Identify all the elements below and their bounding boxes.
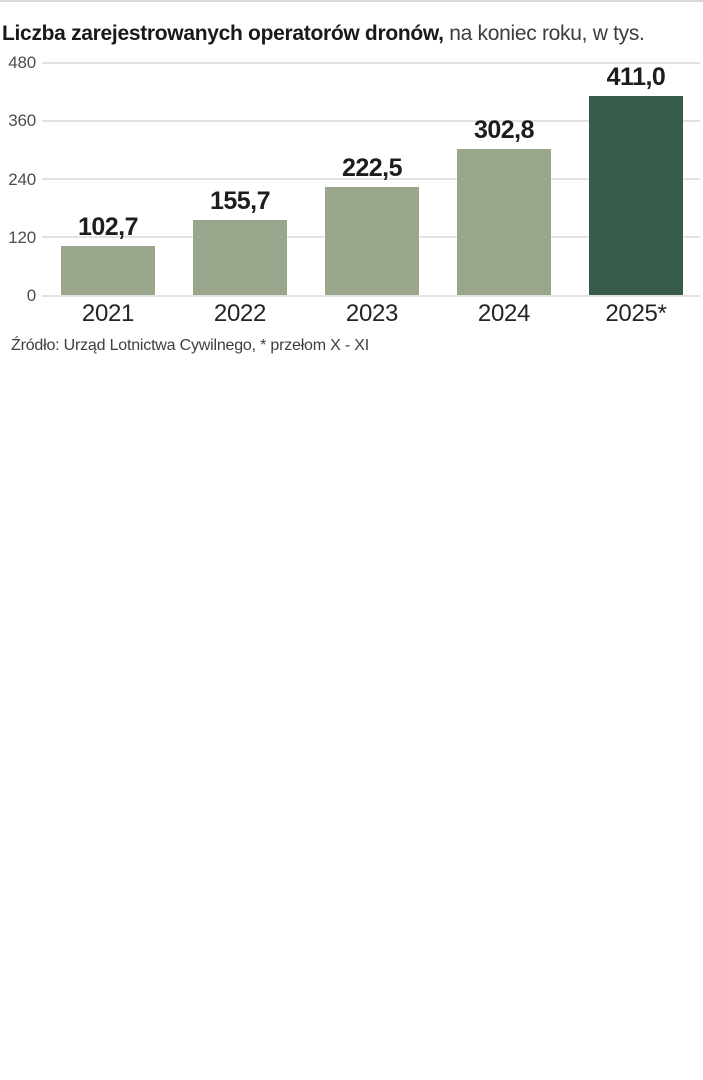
- x-axis-category-label-2025: 2025*: [605, 300, 667, 327]
- bar-value-label-2023: 222,5: [341, 154, 403, 183]
- y-axis-tick-label-360: 360: [8, 111, 36, 131]
- bar-2021: [61, 245, 155, 296]
- x-axis-category-label-2024: 2024: [477, 300, 531, 327]
- bar-chart: 0 120 240 360 480 102,7 2021 155,7 2022 222,5 2023…: [0, 0, 703, 360]
- gridline-0: [42, 294, 700, 297]
- gridline-240: [42, 178, 700, 180]
- bar-value-label-2024: 302,8: [473, 115, 535, 144]
- source-note: Źródło: Urząd Lotnictwa Cywilnego, * prz…: [11, 337, 369, 354]
- bar-value-label-2025: 411,0: [606, 62, 666, 91]
- x-axis-category-label-2023: 2023: [345, 300, 399, 327]
- y-axis-tick-label-480: 480: [8, 53, 36, 72]
- bar-2025: [589, 95, 683, 296]
- x-axis-category-label-2022: 2022: [213, 300, 267, 327]
- bar-value-label-2022: 155,7: [209, 186, 271, 215]
- y-axis-tick-label-120: 120: [8, 227, 36, 247]
- chart-title-subtitle: na koniec roku, w tys.: [443, 22, 645, 45]
- chart-title: Liczba zarejestrowanych operatorów dronó…: [2, 21, 692, 46]
- x-axis-category-label-2021: 2021: [81, 300, 135, 327]
- bar-2022: [193, 219, 287, 296]
- gridline-480: [42, 61, 700, 64]
- bar-2023: [325, 187, 419, 296]
- gridline-360: [42, 119, 700, 122]
- bar-value-label-2021: 102,7: [77, 212, 139, 241]
- top-divider: [0, 0, 703, 2]
- y-axis-tick-label-240: 240: [8, 169, 36, 189]
- chart-title-main: Liczba zarejestrowanych operatorów dronó…: [2, 22, 444, 45]
- y-axis-tick-label-0: 0: [26, 286, 36, 305]
- bar-2024: [457, 148, 551, 296]
